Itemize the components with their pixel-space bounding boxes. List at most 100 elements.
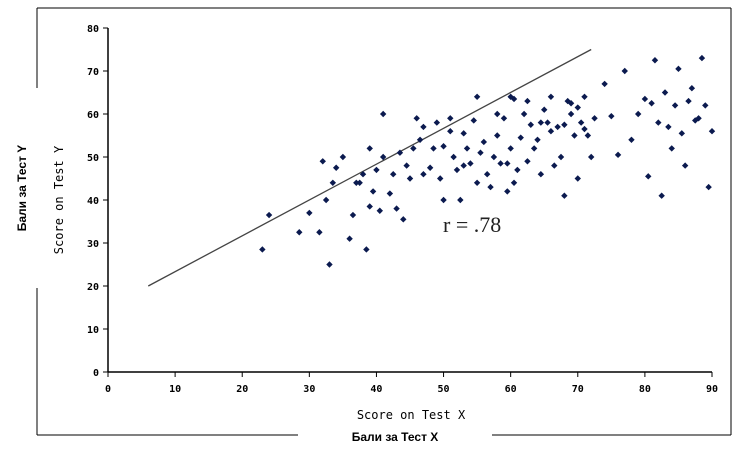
data-point bbox=[557, 153, 565, 161]
data-point bbox=[326, 261, 333, 268]
data-point bbox=[520, 110, 528, 118]
data-point bbox=[675, 65, 682, 73]
correlation-annotation: r = .78 bbox=[443, 212, 501, 237]
data-point bbox=[319, 158, 326, 165]
data-point bbox=[661, 89, 669, 96]
data-point bbox=[648, 100, 655, 107]
data-point bbox=[379, 153, 387, 161]
data-point bbox=[430, 145, 437, 152]
data-point bbox=[510, 179, 518, 186]
data-point bbox=[527, 121, 534, 128]
data-point bbox=[390, 171, 397, 178]
x-tick-label: 30 bbox=[303, 384, 315, 395]
y-tick-label: 80 bbox=[87, 24, 99, 35]
x-tick-label: 20 bbox=[236, 384, 248, 395]
data-point bbox=[614, 151, 622, 159]
data-point bbox=[628, 136, 635, 143]
outer-y-axis-title: Бали за Тест Y bbox=[15, 145, 29, 232]
data-point bbox=[329, 179, 337, 186]
data-point bbox=[376, 207, 383, 214]
data-point bbox=[487, 183, 494, 191]
regression-line-group bbox=[147, 48, 592, 287]
regression-line bbox=[147, 48, 592, 287]
y-tick-label: 40 bbox=[87, 196, 99, 207]
y-tick-label: 30 bbox=[87, 239, 99, 250]
data-point bbox=[420, 123, 427, 131]
data-point bbox=[366, 203, 373, 210]
data-point bbox=[681, 162, 689, 169]
data-point bbox=[547, 128, 555, 135]
data-point bbox=[678, 130, 685, 137]
data-point bbox=[386, 190, 394, 197]
data-point bbox=[396, 149, 404, 156]
data-point bbox=[554, 123, 561, 131]
data-point bbox=[473, 179, 481, 186]
x-axis-title: Score on Test X bbox=[357, 408, 466, 422]
axes bbox=[107, 28, 712, 373]
data-point bbox=[437, 175, 444, 182]
ticks: 0 10 20 30 40 50 60 70 80 90 0 10 20 30 40 50 60 70 80 bbox=[87, 24, 718, 395]
y-tick-label: 70 bbox=[87, 67, 99, 78]
data-point bbox=[413, 115, 420, 122]
data-point bbox=[473, 93, 481, 100]
data-point bbox=[339, 153, 347, 161]
data-point bbox=[322, 196, 330, 204]
data-point bbox=[577, 119, 585, 126]
data-point bbox=[537, 171, 545, 178]
x-tick-label: 0 bbox=[105, 384, 111, 395]
data-point bbox=[671, 102, 679, 109]
data-point bbox=[369, 188, 377, 195]
data-point bbox=[490, 153, 498, 161]
outer-x-axis-title: Бали за Тест X bbox=[352, 430, 439, 444]
data-point bbox=[588, 153, 595, 161]
x-tick-label: 70 bbox=[572, 384, 584, 395]
y-tick-label: 50 bbox=[87, 153, 99, 164]
y-tick-label: 0 bbox=[93, 368, 99, 379]
data-point bbox=[265, 211, 273, 219]
data-point bbox=[507, 145, 514, 152]
data-point bbox=[665, 123, 672, 131]
data-point bbox=[494, 110, 501, 118]
data-points bbox=[259, 54, 716, 268]
data-point bbox=[534, 136, 541, 143]
data-point bbox=[447, 115, 454, 122]
data-point bbox=[426, 164, 434, 171]
data-point bbox=[457, 196, 464, 204]
data-point bbox=[483, 171, 491, 178]
data-point bbox=[497, 160, 504, 167]
data-point bbox=[447, 128, 454, 135]
data-point bbox=[440, 143, 447, 150]
data-point bbox=[467, 160, 474, 167]
data-point bbox=[353, 179, 360, 186]
data-point bbox=[668, 145, 675, 152]
data-point bbox=[601, 80, 608, 88]
data-point bbox=[463, 145, 471, 152]
data-point bbox=[574, 175, 581, 182]
data-point bbox=[349, 211, 357, 219]
x-tick-label: 10 bbox=[169, 384, 181, 395]
data-point bbox=[359, 171, 367, 178]
x-tick-label: 90 bbox=[706, 384, 718, 395]
data-point bbox=[645, 173, 652, 180]
data-point bbox=[581, 93, 588, 100]
data-point bbox=[651, 57, 659, 64]
data-point bbox=[346, 235, 353, 242]
data-point bbox=[698, 54, 706, 62]
data-point bbox=[561, 192, 568, 199]
x-tick-label: 80 bbox=[639, 384, 651, 395]
data-point bbox=[504, 160, 511, 167]
data-point bbox=[692, 117, 699, 124]
data-point bbox=[480, 138, 488, 146]
data-point bbox=[406, 175, 414, 182]
data-point bbox=[641, 95, 649, 103]
data-point bbox=[524, 158, 531, 165]
data-point bbox=[332, 164, 340, 171]
data-point bbox=[494, 132, 501, 139]
data-point bbox=[373, 166, 380, 174]
data-point bbox=[574, 104, 581, 111]
y-tick-label: 20 bbox=[87, 282, 99, 293]
data-point bbox=[621, 67, 628, 75]
data-point bbox=[584, 132, 592, 139]
data-point bbox=[366, 145, 373, 152]
